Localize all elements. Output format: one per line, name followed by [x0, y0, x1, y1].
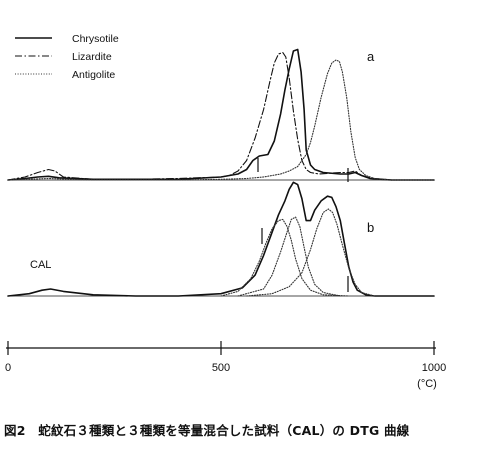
legend-label-chrysotile: Chrysotile — [72, 33, 119, 45]
series-line-b-3 — [246, 208, 375, 297]
panel-a — [7, 48, 435, 182]
series-line-b-1 — [220, 218, 350, 297]
legend: Chrysotile Lizardite Antigolite — [15, 33, 119, 81]
annotation-cal: CAL — [30, 259, 51, 271]
series-line-a-0 — [7, 48, 435, 181]
x-axis — [6, 341, 436, 355]
series-line-b-0 — [7, 181, 435, 297]
series-line-a-2 — [7, 59, 435, 181]
panel-b — [7, 181, 435, 297]
series-line-b-2 — [237, 216, 341, 297]
panel-label-a: a — [367, 49, 375, 64]
figure-caption: 図2 蛇紋石３種類と３種類を等量混合した試料（CAL）の DTG 曲線 — [4, 423, 410, 438]
x-tick-label-1000: 1000 — [422, 362, 446, 374]
x-tick-label-0: 0 — [5, 362, 11, 374]
series-line-a-1 — [7, 51, 435, 181]
x-axis-unit: (°C) — [417, 378, 437, 390]
x-tick-label-500: 500 — [212, 362, 230, 374]
panel-label-b: b — [367, 220, 374, 235]
legend-label-antigolite: Antigolite — [72, 69, 115, 81]
legend-label-lizardite: Lizardite — [72, 51, 112, 63]
